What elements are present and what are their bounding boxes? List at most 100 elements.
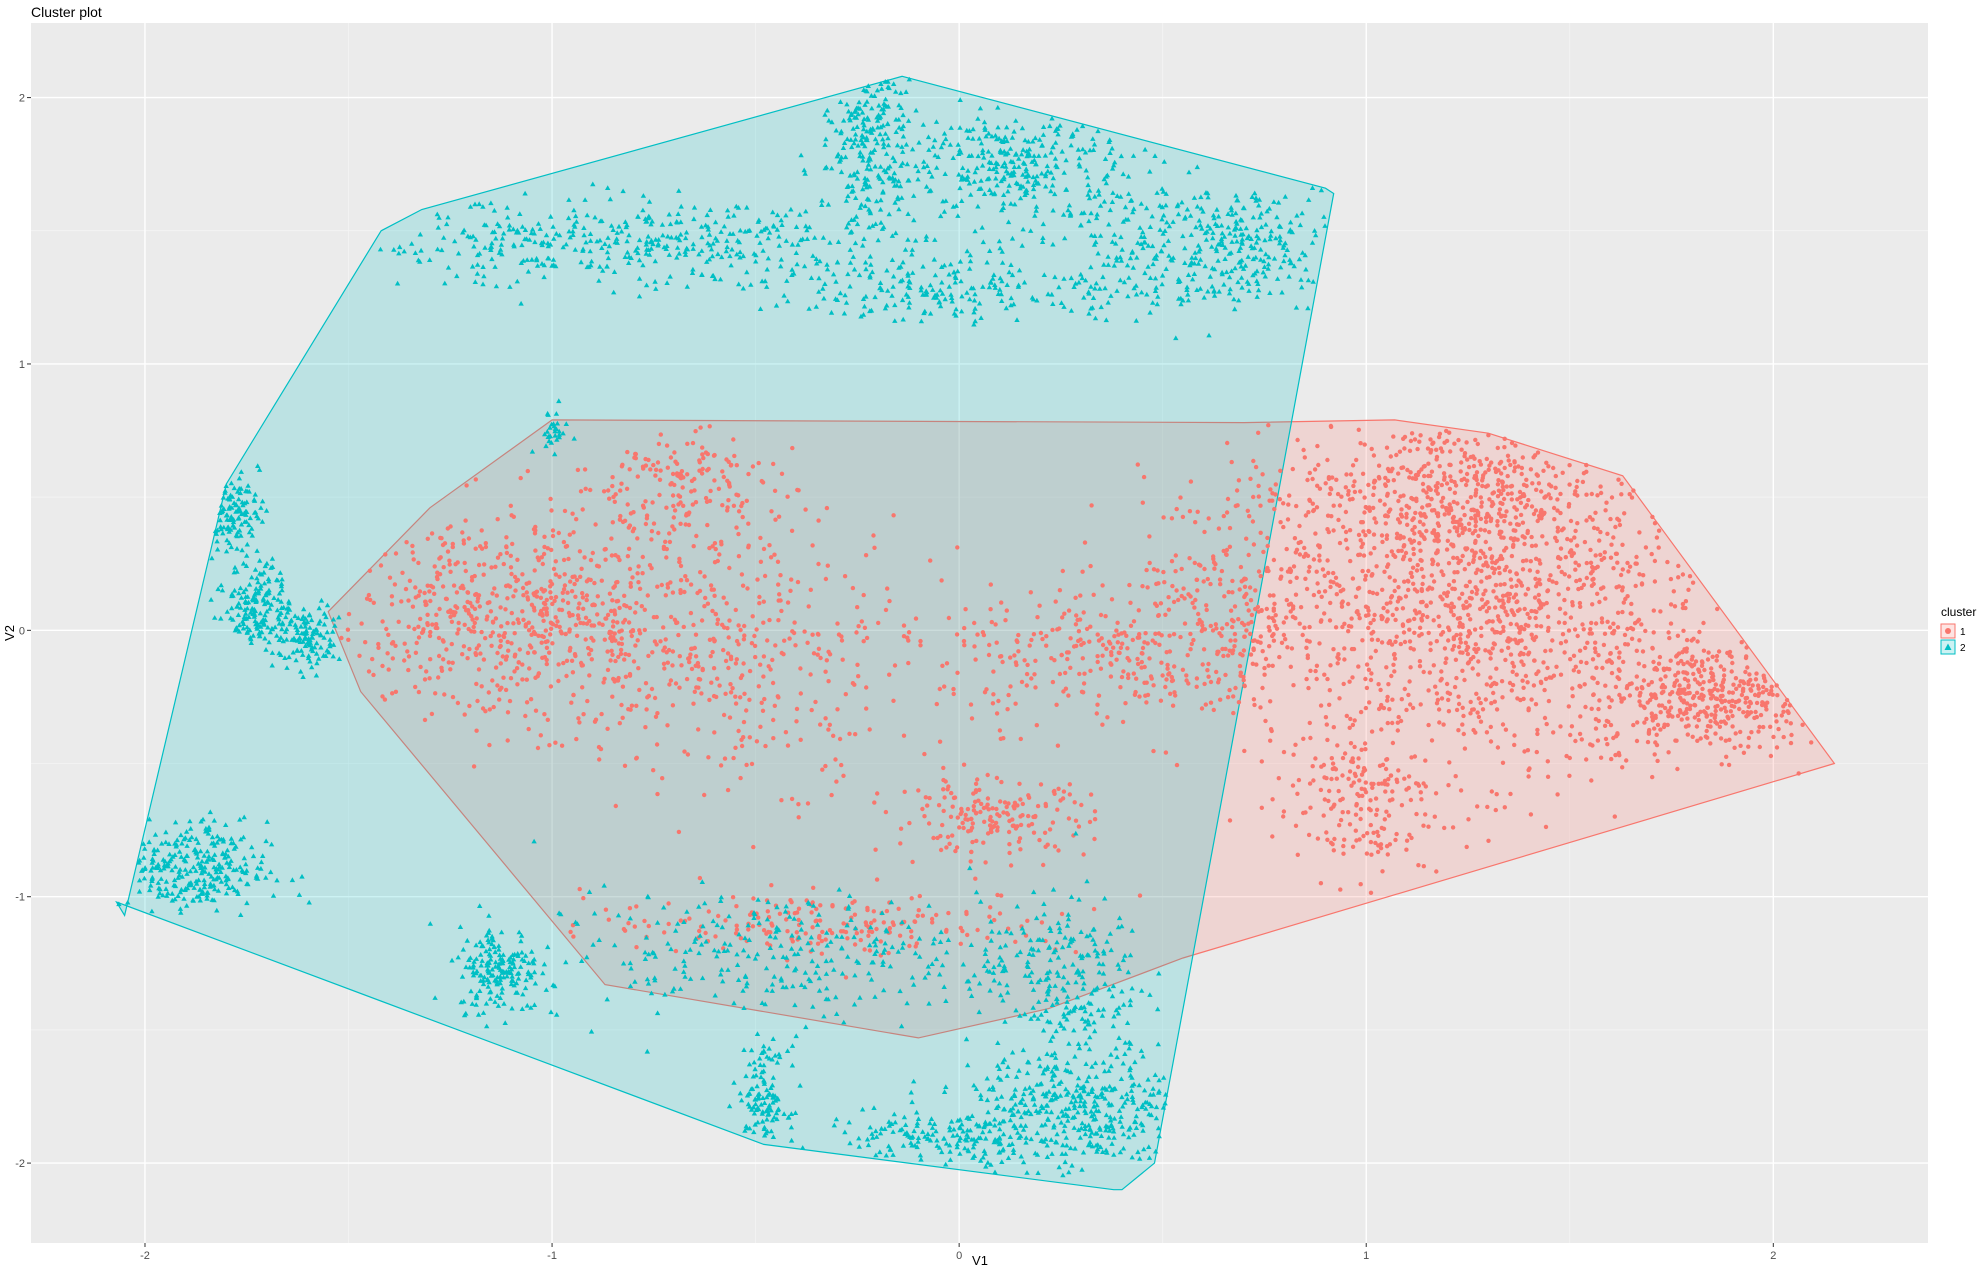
point-cluster-1 — [1315, 444, 1319, 448]
point-cluster-1 — [1331, 571, 1335, 575]
point-cluster-1 — [1068, 792, 1072, 796]
point-cluster-1 — [549, 596, 553, 600]
point-cluster-1 — [1437, 624, 1441, 628]
point-cluster-1 — [1666, 630, 1670, 634]
point-cluster-1 — [787, 636, 791, 640]
point-cluster-1 — [1402, 446, 1406, 450]
point-cluster-1 — [1337, 696, 1341, 700]
point-cluster-1 — [1418, 664, 1422, 668]
point-cluster-1 — [521, 593, 525, 597]
point-cluster-1 — [635, 536, 639, 540]
point-cluster-1 — [1393, 579, 1397, 583]
point-cluster-1 — [1503, 466, 1507, 470]
point-cluster-1 — [1262, 673, 1266, 677]
point-cluster-1 — [1390, 789, 1394, 793]
point-cluster-1 — [1265, 607, 1269, 611]
point-cluster-1 — [921, 914, 925, 918]
point-cluster-1 — [1163, 613, 1167, 617]
point-cluster-1 — [484, 541, 488, 545]
point-cluster-1 — [1440, 483, 1444, 487]
point-cluster-1 — [1539, 489, 1543, 493]
point-cluster-1 — [1282, 633, 1286, 637]
point-cluster-1 — [1694, 659, 1698, 663]
point-cluster-1 — [646, 458, 650, 462]
point-cluster-1 — [1317, 641, 1321, 645]
point-cluster-1 — [1253, 588, 1257, 592]
point-cluster-1 — [1109, 674, 1113, 678]
point-cluster-1 — [537, 558, 541, 562]
point-cluster-1 — [1401, 606, 1405, 610]
point-cluster-1 — [1376, 638, 1380, 642]
point-cluster-1 — [1538, 582, 1542, 586]
point-cluster-1 — [1745, 665, 1749, 669]
point-cluster-1 — [1313, 756, 1317, 760]
point-cluster-1 — [1249, 620, 1253, 624]
point-cluster-1 — [1385, 619, 1389, 623]
point-cluster-1 — [1372, 532, 1376, 536]
point-cluster-1 — [1691, 735, 1695, 739]
point-cluster-1 — [1558, 724, 1562, 728]
point-cluster-1 — [1407, 506, 1411, 510]
point-cluster-1 — [631, 510, 635, 514]
point-cluster-1 — [910, 896, 914, 900]
point-cluster-1 — [702, 574, 706, 578]
point-cluster-1 — [1119, 646, 1123, 650]
point-cluster-1 — [1512, 528, 1516, 532]
point-cluster-1 — [576, 468, 580, 472]
point-cluster-1 — [1452, 515, 1456, 519]
point-cluster-1 — [1331, 761, 1335, 765]
point-cluster-1 — [577, 720, 581, 724]
point-cluster-1 — [1479, 569, 1483, 573]
point-cluster-1 — [466, 591, 470, 595]
point-cluster-1 — [1495, 523, 1499, 527]
point-cluster-1 — [898, 841, 902, 845]
point-cluster-1 — [1509, 577, 1513, 581]
point-cluster-1 — [604, 616, 608, 620]
point-cluster-1 — [451, 661, 455, 665]
point-cluster-1 — [828, 723, 832, 727]
point-cluster-1 — [1375, 592, 1379, 596]
point-cluster-1 — [442, 692, 446, 696]
point-cluster-1 — [1475, 710, 1479, 714]
point-cluster-1 — [1231, 711, 1235, 715]
point-cluster-1 — [450, 642, 454, 646]
point-cluster-1 — [1506, 454, 1510, 458]
point-cluster-1 — [1269, 727, 1273, 731]
point-cluster-1 — [1262, 666, 1266, 670]
point-cluster-1 — [1061, 569, 1065, 573]
point-cluster-1 — [1369, 678, 1373, 682]
point-cluster-1 — [1628, 682, 1632, 686]
point-cluster-1 — [565, 591, 569, 595]
point-cluster-1 — [1290, 646, 1294, 650]
point-cluster-1 — [991, 669, 995, 673]
point-cluster-1 — [1282, 809, 1286, 813]
point-cluster-1 — [1131, 638, 1135, 642]
point-cluster-1 — [1121, 669, 1125, 673]
point-cluster-1 — [1165, 667, 1169, 671]
point-cluster-1 — [1419, 797, 1423, 801]
point-cluster-1 — [1167, 608, 1171, 612]
point-cluster-1 — [1015, 824, 1019, 828]
point-cluster-1 — [1092, 593, 1096, 597]
point-cluster-1 — [650, 500, 654, 504]
point-cluster-1 — [1437, 539, 1441, 543]
point-cluster-1 — [1260, 472, 1264, 476]
point-cluster-1 — [1344, 485, 1348, 489]
point-cluster-1 — [1760, 703, 1764, 707]
point-cluster-1 — [1642, 706, 1646, 710]
point-cluster-1 — [1583, 540, 1587, 544]
point-cluster-1 — [1461, 706, 1465, 710]
point-cluster-1 — [1479, 626, 1483, 630]
point-cluster-1 — [1446, 539, 1450, 543]
point-cluster-1 — [498, 688, 502, 692]
point-cluster-1 — [688, 652, 692, 656]
point-cluster-1 — [1443, 661, 1447, 665]
point-cluster-1 — [657, 442, 661, 446]
point-cluster-1 — [1675, 767, 1679, 771]
point-cluster-1 — [428, 630, 432, 634]
point-cluster-1 — [1132, 619, 1136, 623]
point-cluster-1 — [1701, 621, 1705, 625]
point-cluster-1 — [1551, 730, 1555, 734]
point-cluster-1 — [439, 555, 443, 559]
point-cluster-1 — [1239, 671, 1243, 675]
